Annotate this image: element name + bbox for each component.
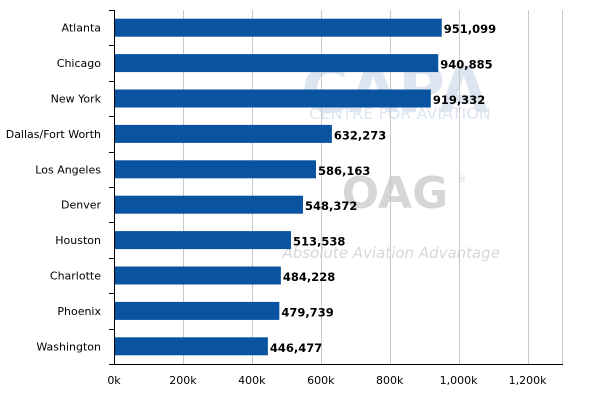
category-label: Phoenix	[57, 305, 101, 318]
x-tick-label: 1,000k	[440, 374, 478, 387]
value-label: 940,885	[440, 58, 492, 72]
category-label: Chicago	[57, 57, 101, 70]
bar	[115, 266, 281, 285]
value-label: 919,332	[433, 93, 485, 107]
category-label: Houston	[55, 234, 101, 247]
x-tick-label: 400k	[238, 374, 266, 387]
oag-watermark-logo: OAG	[342, 168, 448, 219]
bar	[115, 124, 332, 143]
category-label: Denver	[61, 199, 101, 212]
category-label: Atlanta	[62, 22, 101, 35]
bar	[115, 301, 280, 320]
bars	[115, 18, 442, 356]
value-label: 513,538	[293, 235, 345, 249]
x-tick-labels: 0k 200k 400k 600k 800k 1,000k 1,200k	[107, 374, 547, 387]
value-label: 951,099	[444, 22, 496, 36]
x-tick-label: 0k	[107, 374, 121, 387]
x-tick-label: 800k	[376, 374, 404, 387]
x-tick-label: 200k	[169, 374, 197, 387]
value-label: 479,739	[281, 305, 333, 319]
category-labels: Atlanta Chicago New York Dallas/Fort Worth L…	[6, 22, 102, 354]
x-tick-label: 600k	[307, 374, 335, 387]
bar	[115, 89, 431, 108]
oag-registered-mark: ®	[458, 175, 467, 185]
category-label: Charlotte	[50, 270, 101, 283]
value-label: 484,228	[283, 270, 335, 284]
x-tick-label: 1,200k	[509, 374, 547, 387]
bar	[115, 54, 439, 73]
bar	[115, 195, 303, 214]
value-label: 446,477	[270, 341, 322, 355]
bar	[115, 231, 291, 250]
bar	[115, 337, 268, 356]
bar	[115, 160, 317, 179]
value-label: 586,163	[318, 164, 370, 178]
value-label: 548,372	[305, 199, 357, 213]
bar	[115, 18, 442, 37]
axis-lines	[109, 10, 563, 365]
value-label: 632,273	[334, 128, 386, 142]
category-label: New York	[51, 93, 102, 106]
capa-watermark-subtitle: CENTRE FOR AVIATION	[309, 104, 491, 123]
category-label: Washington	[36, 340, 101, 353]
category-label: Los Angeles	[35, 163, 101, 176]
value-labels: 951,099 940,885 919,332 632,273 586,163 548,3…	[270, 22, 496, 355]
category-label: Dallas/Fort Worth	[6, 128, 101, 141]
